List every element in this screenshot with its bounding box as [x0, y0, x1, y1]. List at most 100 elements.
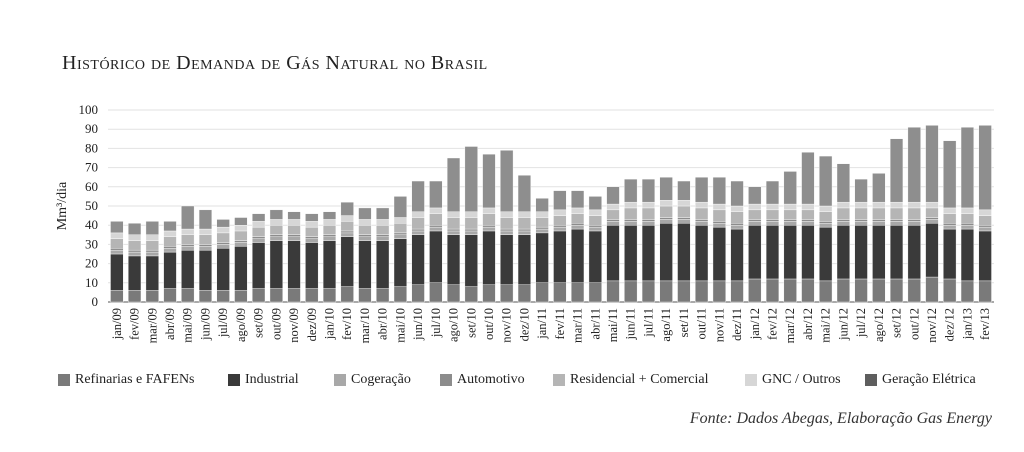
- bar-segment: [305, 288, 319, 303]
- bar-segment: [624, 178, 638, 203]
- x-tick-label: ago/09: [234, 308, 248, 342]
- bar-segment: [606, 219, 620, 222]
- bar-segment: [765, 180, 780, 205]
- bar-segment: [571, 282, 585, 303]
- x-tick-label: abr/11: [588, 308, 602, 339]
- bar-segment: [411, 211, 425, 218]
- bar-segment: [358, 224, 372, 235]
- bar-segment: [517, 175, 531, 212]
- bar-segment: [411, 180, 425, 212]
- bar-segment: [181, 205, 195, 230]
- bar-segment: [376, 240, 390, 289]
- bar-segment: [801, 203, 815, 211]
- x-tick-label: dez/12: [943, 308, 957, 341]
- bar-segment: [322, 240, 337, 289]
- y-tick-label: 70: [85, 160, 98, 175]
- bar-segment: [748, 219, 762, 222]
- bar-segment: [571, 224, 585, 230]
- bar-segment: [677, 219, 691, 224]
- bar-segment: [216, 290, 230, 303]
- bar-segment: [376, 234, 390, 237]
- bar-segment: [429, 224, 443, 228]
- bar-segment: [978, 215, 992, 226]
- bar-segment: [358, 240, 372, 289]
- bar-segment: [571, 207, 585, 214]
- bar-segment: [110, 232, 124, 239]
- bar-segment: [978, 226, 992, 232]
- bar-segment: [765, 203, 780, 211]
- bar-segment: [748, 186, 762, 205]
- bar-segment: [216, 219, 230, 228]
- bar-segment: [234, 240, 248, 243]
- bar-segment: [677, 223, 691, 282]
- bar-segment: [110, 248, 124, 251]
- bar-segment: [305, 226, 319, 237]
- bar-segment: [340, 232, 354, 237]
- bar-segment: [641, 221, 656, 226]
- x-tick-label: jan/13: [960, 308, 974, 340]
- x-tick-label: nov/09: [287, 308, 301, 343]
- bar-segment: [854, 207, 868, 220]
- bar-segment: [925, 223, 939, 278]
- bar-segment: [322, 219, 337, 226]
- bar-segment: [978, 224, 992, 228]
- bar-segment: [819, 211, 833, 222]
- bar-segment: [446, 230, 461, 236]
- bar-segment: [641, 280, 656, 303]
- bar-segment: [889, 138, 904, 203]
- bar-segment: [464, 217, 478, 230]
- bar-segment: [358, 236, 372, 241]
- bar-segment: [287, 288, 301, 303]
- bar-segment: [145, 240, 159, 251]
- bar-segment: [376, 236, 390, 241]
- bar-segment: [500, 234, 514, 285]
- bar-segment: [181, 234, 195, 245]
- legend-label-cogeracao: Cogeração: [351, 372, 411, 387]
- x-tick-label: out/11: [695, 308, 709, 339]
- bar-segment: [128, 251, 142, 257]
- bar-segment: [677, 205, 691, 218]
- bar-segment: [765, 224, 780, 280]
- bar-segment: [712, 226, 726, 282]
- bar-segment: [216, 244, 230, 249]
- bar-segment: [801, 209, 815, 220]
- bar-segment: [464, 286, 478, 303]
- bar-segment: [340, 221, 354, 232]
- bar-segment: [659, 217, 673, 220]
- bar-segment: [128, 290, 142, 303]
- bar-segment: [872, 207, 886, 220]
- bar-segment: [393, 232, 407, 236]
- bar-segment: [163, 246, 177, 249]
- bar-segment: [907, 224, 921, 280]
- legend-swatch-cogeracao: [334, 374, 346, 386]
- bar-segment: [234, 242, 248, 247]
- bar-segment: [234, 230, 248, 241]
- bar-segment: [960, 207, 974, 214]
- y-tick-label: 40: [85, 217, 98, 232]
- legend-swatch-geracao-eletrica: [865, 374, 877, 386]
- legend-label-gnc-outros: GNC / Outros: [762, 372, 841, 387]
- bar-segment: [198, 290, 213, 303]
- bar-segment: [500, 217, 514, 230]
- bar-segment: [907, 221, 921, 226]
- y-axis-label: Mm³/dia: [55, 181, 70, 230]
- bar-segment: [128, 249, 142, 253]
- x-tick-label: nov/11: [712, 308, 726, 342]
- bar-segment: [181, 246, 195, 251]
- bar-segment: [712, 280, 726, 303]
- bar-segment: [269, 234, 283, 237]
- bar-segment: [960, 280, 974, 303]
- x-tick-label: mar/12: [783, 308, 797, 343]
- x-tick-label: jul/11: [641, 308, 655, 338]
- bar-segment: [252, 221, 266, 228]
- bar-segment: [163, 236, 177, 247]
- bar-segment: [801, 219, 815, 222]
- bar-segment: [322, 234, 337, 237]
- bar-segment: [500, 150, 514, 212]
- bar-segment: [641, 207, 656, 220]
- bar-segment: [535, 211, 549, 218]
- bar-segment: [783, 219, 797, 222]
- bar-segment: [588, 230, 602, 284]
- bar-segment: [305, 221, 319, 228]
- bar-segment: [252, 288, 266, 303]
